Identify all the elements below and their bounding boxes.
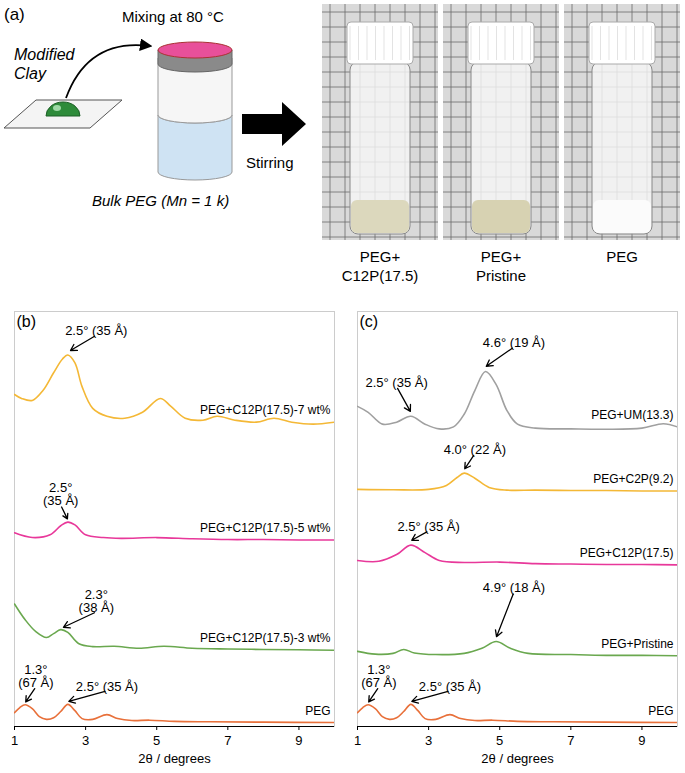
svg-text:Stirring: Stirring: [246, 154, 294, 171]
svg-text:(b): (b): [17, 313, 37, 330]
svg-text:PEG: PEG: [606, 248, 638, 265]
svg-text:Bulk PEG (Mn = 1 k): Bulk PEG (Mn = 1 k): [92, 192, 229, 209]
svg-text:Mixing at 80 °C: Mixing at 80 °C: [122, 8, 224, 25]
svg-text:9: 9: [638, 733, 645, 748]
svg-text:PEG+C12P(17.5)-3 wt%: PEG+C12P(17.5)-3 wt%: [200, 631, 331, 645]
svg-text:2.5° (35 Å): 2.5° (35 Å): [65, 323, 127, 338]
svg-text:2θ / degrees: 2θ / degrees: [481, 751, 554, 766]
svg-text:7: 7: [224, 733, 231, 748]
svg-text:3: 3: [425, 733, 432, 748]
svg-text:PEG+UM(13.3): PEG+UM(13.3): [591, 408, 673, 422]
svg-text:5: 5: [496, 733, 503, 748]
svg-text:1: 1: [11, 733, 18, 748]
svg-text:1: 1: [354, 733, 361, 748]
svg-text:4.0° (22 Å): 4.0° (22 Å): [444, 442, 506, 457]
svg-text:3: 3: [82, 733, 89, 748]
svg-text:5: 5: [153, 733, 160, 748]
svg-text:PEG: PEG: [648, 704, 673, 718]
svg-text:2.5° (35 Å): 2.5° (35 Å): [419, 679, 481, 694]
svg-text:PEG+C12P(17.5): PEG+C12P(17.5): [580, 546, 674, 560]
svg-text:2.5° (35 Å): 2.5° (35 Å): [76, 679, 138, 694]
svg-text:9: 9: [295, 733, 302, 748]
svg-text:PEG: PEG: [305, 704, 330, 718]
svg-text:2.5° (35 Å): 2.5° (35 Å): [397, 519, 459, 534]
svg-text:7: 7: [567, 733, 574, 748]
svg-text:PEG+C12P(17.5): PEG+C12P(17.5): [342, 248, 419, 284]
svg-text:1.3°(67 Å): 1.3°(67 Å): [361, 662, 396, 690]
svg-text:4.9° (18 Å): 4.9° (18 Å): [483, 580, 545, 595]
svg-text:2.5° (35 Å): 2.5° (35 Å): [365, 375, 427, 390]
svg-text:1.3°(67 Å): 1.3°(67 Å): [18, 662, 53, 690]
svg-text:PEG+Pristine: PEG+Pristine: [476, 248, 526, 284]
svg-text:PEG+C2P(9.2): PEG+C2P(9.2): [593, 472, 673, 486]
svg-text:PEG+C12P(17.5)-5 wt%: PEG+C12P(17.5)-5 wt%: [200, 521, 331, 535]
svg-text:PEG+Pristine: PEG+Pristine: [601, 637, 674, 651]
svg-text:ModifiedClay: ModifiedClay: [14, 46, 76, 82]
svg-text:(c): (c): [360, 313, 379, 330]
svg-text:2θ / degrees: 2θ / degrees: [138, 751, 211, 766]
svg-text:2.3°(38 Å): 2.3°(38 Å): [79, 587, 114, 615]
svg-text:(a): (a): [4, 5, 25, 24]
svg-text:4.6° (19 Å): 4.6° (19 Å): [483, 335, 545, 350]
svg-text:2.5°(35 Å): 2.5°(35 Å): [43, 480, 78, 508]
svg-text:PEG+C12P(17.5)-7 wt%: PEG+C12P(17.5)-7 wt%: [200, 403, 331, 417]
